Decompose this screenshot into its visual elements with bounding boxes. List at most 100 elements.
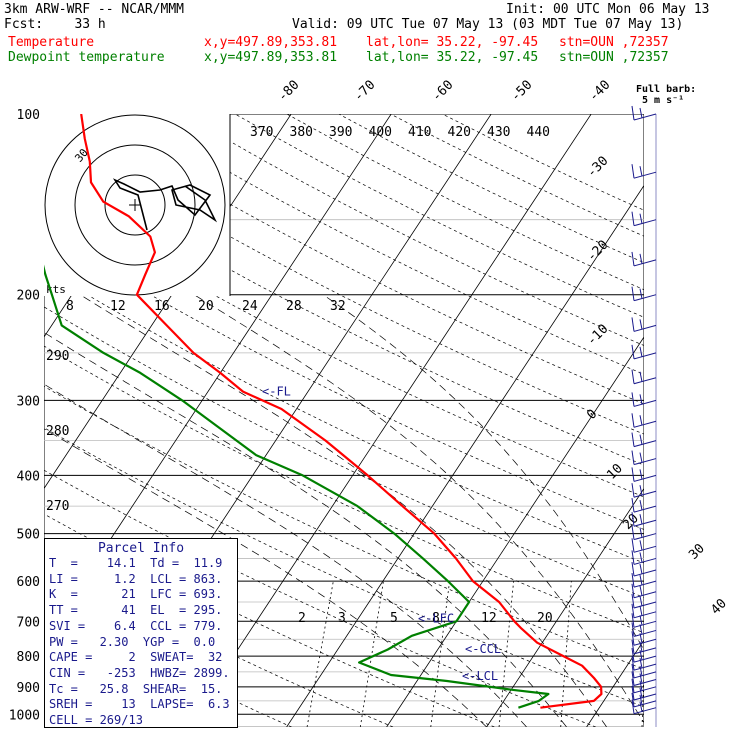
wind-barb-flag: [631, 251, 635, 266]
isotherm-label-right: 20: [620, 511, 642, 533]
isotherm-label-top: -40: [586, 78, 613, 105]
mixing-ratio-label: 5: [390, 611, 398, 626]
wind-barb-flag: [631, 450, 635, 465]
dewpoint-latlon: lat,lon= 35.22, -97.45: [366, 50, 539, 65]
wind-barb-flag: [631, 538, 635, 553]
wind-barb: [633, 440, 657, 448]
dewpoint-stn: stn=OUN ,72357: [559, 50, 669, 65]
moist-adiabat: [44, 383, 527, 727]
wind-barb: [633, 399, 657, 407]
dry-adiabat: [183, 114, 644, 346]
wind-barb-flag: [639, 434, 643, 445]
parcel-info-box: Parcel Info T = 14.1 Td = 11.9 LI = 1.2 …: [44, 538, 238, 728]
wind-barb-flag: [631, 685, 635, 701]
pressure-label: 400: [17, 469, 40, 484]
wind-barb-flag: [631, 432, 635, 447]
wind-barb: [633, 377, 657, 385]
moist-adiabat: [44, 332, 567, 727]
mixing-ratio-label: 2: [298, 611, 306, 626]
parcel-info-title: Parcel Info: [97, 541, 185, 556]
isotherm-label-right: 10: [604, 461, 626, 483]
dry-adiabat: [390, 114, 644, 237]
pressure-label: 200: [17, 289, 40, 304]
theta-label: 430: [487, 125, 510, 140]
wind-barb-flag: [631, 593, 635, 609]
wind-barb-flag: [631, 663, 635, 678]
dry-adiabat: [131, 114, 644, 375]
wind-barb: [633, 113, 657, 121]
hodograph-speed-label: 16: [154, 299, 170, 314]
wind-barb: [633, 601, 657, 609]
theta-label: 400: [369, 125, 392, 140]
wind-barb-flag: [639, 595, 643, 607]
parcel-row: PW = 2.30 YGP = 0.0: [49, 634, 216, 649]
wind-barb: [633, 171, 657, 179]
wind-barb: [633, 678, 657, 686]
wind-barb-flag: [631, 622, 635, 637]
wind-barb-flag: [639, 107, 643, 119]
pressure-label: 100: [17, 108, 40, 123]
isotherm-line: [687, 114, 740, 727]
wind-barb-flag: [631, 699, 635, 714]
parcel-row: TT = 41 EL = 295.: [49, 603, 223, 618]
wind-barb-flag: [639, 694, 643, 706]
temperature-stn: stn=OUN ,72357: [559, 35, 669, 50]
wind-barb-flag: [631, 483, 635, 498]
mixing-ratio-label: 12: [481, 611, 497, 626]
hodograph-ring: [44, 114, 226, 296]
wind-barb-flag: [639, 540, 643, 551]
wind-barb: [633, 693, 657, 701]
level-marker: <-CCL: [465, 642, 501, 656]
pressure-label: 800: [17, 650, 40, 665]
wind-barb-flag: [639, 485, 643, 496]
parcel-row: SVI = 6.4 CCL = 779.: [49, 618, 223, 633]
wind-barb: [633, 647, 657, 655]
wind-barb-flag: [639, 658, 643, 669]
isotherm-label-top: -50: [508, 78, 535, 105]
wind-barb-flag: [639, 585, 643, 596]
wind-barb-flag: [639, 346, 643, 357]
wind-barb-flag: [631, 392, 635, 407]
mixing-ratio-line: [560, 581, 572, 727]
hodograph-speed-label: 28: [286, 299, 302, 314]
wind-barb: [633, 519, 657, 527]
wind-barb-flag: [639, 575, 643, 586]
wind-barb-flag: [639, 650, 643, 661]
hodograph-ring: [74, 144, 196, 266]
isotherm-label-right: 0: [584, 407, 600, 423]
dry-adiabat: [44, 469, 596, 727]
wind-barb-flag: [631, 603, 635, 618]
dry-adiabat: [44, 124, 644, 435]
wind-barb: [633, 545, 657, 553]
dry-adiabat: [44, 345, 644, 634]
wind-barb: [633, 591, 657, 599]
wind-barb: [633, 707, 657, 715]
wind-barb: [633, 557, 657, 565]
wind-barb-flag: [631, 105, 635, 121]
wind-barb-flag: [631, 512, 635, 527]
temperature-line: [80, 114, 603, 709]
pressure-label: 600: [17, 575, 40, 590]
theta-label: 390: [329, 125, 352, 140]
pressure-label: 300: [17, 394, 40, 409]
wind-barb-flag: [639, 527, 643, 538]
wind-barb-flag: [639, 469, 643, 480]
parcel-row: CIN = -253 HWBZ= 2899.: [49, 665, 230, 680]
parcel-row: K = 21 LFC = 693.: [49, 587, 223, 602]
parcel-row: CAPE = 2 SWEAT= 32: [49, 650, 223, 665]
init-label: Init: 00 UTC Mon 06 May 13: [506, 2, 710, 17]
wind-barb-flag: [631, 678, 635, 693]
wind-barb: [633, 352, 657, 360]
wind-barb-flag: [631, 211, 635, 226]
isotherm-label-right: -10: [584, 322, 611, 349]
hodograph-speed-label: 12: [110, 299, 126, 314]
wind-barb-flag: [639, 552, 643, 563]
isotherm-label-top: -60: [429, 78, 456, 105]
mixing-ratio-label: 3: [338, 611, 346, 626]
wind-barb-flag: [631, 413, 635, 428]
moist-adiabat: [44, 428, 487, 727]
wind-barb-flag: [631, 550, 635, 565]
wind-barb-flag: [639, 319, 643, 330]
hodograph-speed-label: 24: [242, 299, 258, 314]
